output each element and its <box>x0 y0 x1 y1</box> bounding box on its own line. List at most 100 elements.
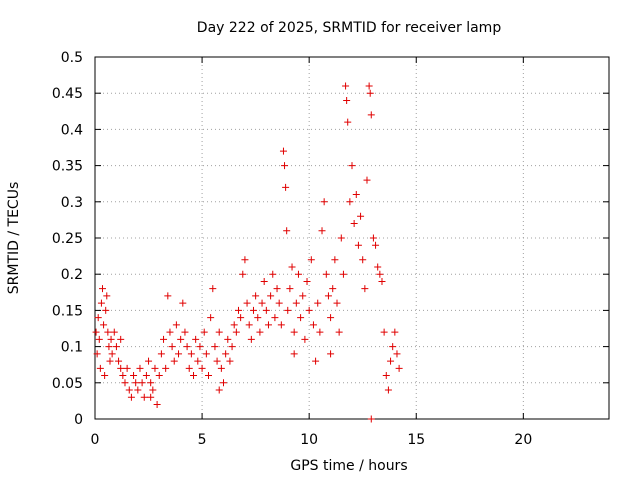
data-point <box>119 372 127 380</box>
data-point <box>151 364 159 372</box>
data-point <box>290 328 298 336</box>
data-point <box>192 335 200 343</box>
data-point <box>103 292 111 300</box>
data-point <box>281 162 289 170</box>
grid <box>95 57 609 419</box>
x-tick-label: 10 <box>300 432 318 448</box>
data-point <box>215 386 223 394</box>
data-point <box>316 328 324 336</box>
data-point <box>271 314 279 322</box>
data-point <box>260 277 268 285</box>
data-point <box>275 299 283 307</box>
data-point <box>97 299 105 307</box>
x-tick-label: 15 <box>407 432 425 448</box>
data-point <box>299 292 307 300</box>
data-point <box>130 372 138 380</box>
data-point <box>177 335 185 343</box>
data-point <box>153 401 161 409</box>
data-point <box>339 270 347 278</box>
data-point <box>335 328 343 336</box>
data-point <box>324 292 332 300</box>
data-point <box>155 372 163 380</box>
data-point <box>277 321 285 329</box>
y-tick-label: 0.5 <box>61 50 83 66</box>
data-point <box>234 306 242 314</box>
data-point <box>258 299 266 307</box>
x-tick-label: 0 <box>91 432 100 448</box>
data-point <box>314 299 322 307</box>
data-point <box>108 350 116 358</box>
data-point <box>264 321 272 329</box>
data-point <box>170 357 178 365</box>
data-point <box>252 292 260 300</box>
data-point <box>107 335 115 343</box>
data-point <box>232 328 240 336</box>
data-point <box>359 256 367 264</box>
data-point <box>282 183 290 191</box>
data-point <box>284 306 292 314</box>
data-point <box>110 328 118 336</box>
data-point <box>96 364 104 372</box>
data-point <box>367 415 375 423</box>
data-point <box>363 176 371 184</box>
data-point <box>245 321 253 329</box>
data-point <box>117 364 125 372</box>
data-point <box>228 343 236 351</box>
data-point <box>112 343 120 351</box>
data-point <box>366 89 374 97</box>
data-point <box>222 350 230 358</box>
data-point <box>288 263 296 271</box>
data-point <box>327 350 335 358</box>
data-point <box>162 364 170 372</box>
data-point <box>333 299 341 307</box>
data-point <box>217 364 225 372</box>
data-point <box>205 372 213 380</box>
data-point <box>166 328 174 336</box>
data-point <box>147 393 155 401</box>
y-tick-label: 0.45 <box>52 86 83 102</box>
data-point <box>209 285 217 293</box>
data-point <box>384 386 392 394</box>
data-point <box>348 162 356 170</box>
data-point <box>286 285 294 293</box>
data-point <box>297 314 305 322</box>
data-point <box>395 364 403 372</box>
data-point <box>211 343 219 351</box>
data-point <box>138 379 146 387</box>
data-point <box>149 386 157 394</box>
y-tick-label: 0.15 <box>52 303 83 319</box>
data-point <box>305 306 313 314</box>
data-point <box>343 96 351 104</box>
data-point <box>98 285 106 293</box>
data-point <box>301 335 309 343</box>
data-point <box>243 299 251 307</box>
data-point <box>145 357 153 365</box>
data-point <box>237 314 245 322</box>
data-point <box>269 270 277 278</box>
data-point <box>190 372 198 380</box>
data-point <box>391 328 399 336</box>
data-point <box>196 343 204 351</box>
data-point <box>393 350 401 358</box>
data-point <box>262 306 270 314</box>
data-point <box>256 328 264 336</box>
data-point <box>365 82 373 90</box>
y-tick-label: 0.4 <box>61 122 83 138</box>
data-point <box>215 328 223 336</box>
data-point <box>283 227 291 235</box>
data-points <box>92 82 403 423</box>
data-point <box>279 147 287 155</box>
y-tick-label: 0.25 <box>52 231 83 247</box>
data-point <box>239 270 247 278</box>
data-point <box>220 379 227 387</box>
data-point <box>344 118 352 126</box>
data-point <box>247 335 255 343</box>
y-tick-label: 0.35 <box>52 159 83 175</box>
data-point <box>93 350 101 358</box>
x-tick-label: 5 <box>198 432 207 448</box>
data-point <box>354 241 362 249</box>
data-point <box>380 328 388 336</box>
data-point <box>147 379 155 387</box>
data-point <box>202 350 210 358</box>
data-point <box>105 343 113 351</box>
